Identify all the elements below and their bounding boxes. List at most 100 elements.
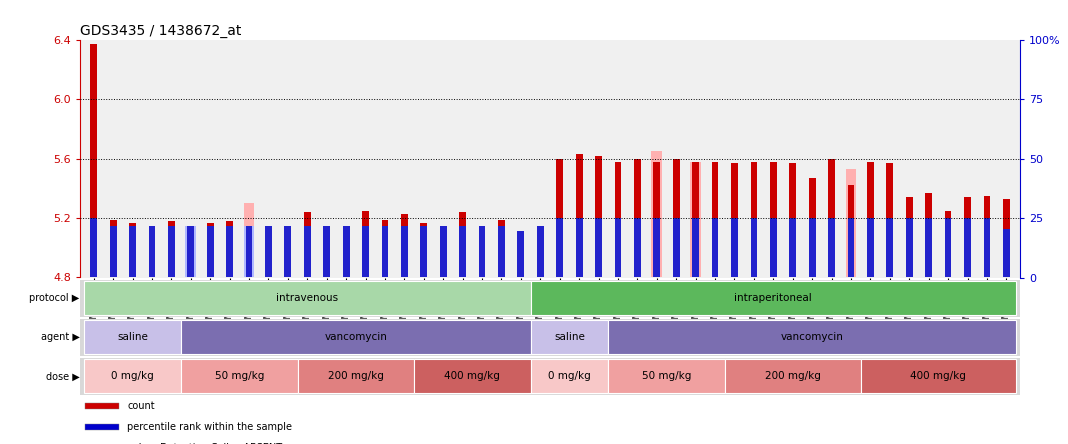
Bar bbox=[84, 359, 182, 393]
Bar bbox=[770, 218, 776, 278]
Bar bbox=[808, 178, 816, 278]
Bar bbox=[207, 222, 214, 278]
Bar bbox=[732, 163, 738, 278]
Bar bbox=[651, 151, 662, 278]
Text: intraperitoneal: intraperitoneal bbox=[735, 293, 812, 303]
Bar bbox=[711, 162, 719, 278]
Bar bbox=[400, 226, 408, 278]
Bar bbox=[609, 359, 725, 393]
Text: vancomycin: vancomycin bbox=[325, 332, 388, 342]
Text: 400 mg/kg: 400 mg/kg bbox=[444, 371, 500, 381]
Bar bbox=[576, 154, 582, 278]
Text: saline: saline bbox=[554, 332, 585, 342]
Bar bbox=[421, 222, 427, 278]
Bar bbox=[148, 226, 155, 278]
Bar bbox=[531, 281, 1016, 315]
Bar bbox=[440, 226, 446, 278]
Text: percentile rank within the sample: percentile rank within the sample bbox=[127, 422, 293, 432]
Bar bbox=[304, 212, 311, 278]
Text: 400 mg/kg: 400 mg/kg bbox=[910, 371, 967, 381]
Bar bbox=[906, 218, 913, 278]
Bar bbox=[440, 226, 446, 278]
Bar bbox=[906, 197, 913, 278]
Bar bbox=[246, 226, 252, 278]
Bar bbox=[867, 218, 874, 278]
Bar bbox=[1003, 199, 1009, 278]
Bar bbox=[673, 218, 679, 278]
Bar bbox=[537, 226, 544, 278]
Bar bbox=[284, 226, 292, 278]
Bar bbox=[964, 197, 971, 278]
Bar bbox=[244, 203, 254, 278]
Bar bbox=[207, 226, 214, 278]
Bar bbox=[886, 163, 893, 278]
Bar bbox=[110, 220, 116, 278]
Bar bbox=[654, 162, 660, 278]
Bar bbox=[168, 221, 175, 278]
Bar bbox=[751, 218, 757, 278]
Bar bbox=[848, 218, 854, 278]
Bar bbox=[614, 218, 622, 278]
Bar bbox=[298, 359, 414, 393]
Bar bbox=[182, 359, 298, 393]
Bar bbox=[518, 273, 524, 278]
Bar bbox=[362, 226, 368, 278]
Bar bbox=[654, 218, 660, 278]
Bar bbox=[576, 218, 582, 278]
Bar bbox=[537, 226, 544, 278]
Bar bbox=[414, 359, 531, 393]
Text: protocol ▶: protocol ▶ bbox=[30, 293, 80, 303]
Text: GDS3435 / 1438672_at: GDS3435 / 1438672_at bbox=[80, 24, 241, 38]
Bar bbox=[673, 159, 679, 278]
Bar bbox=[265, 226, 272, 278]
Bar bbox=[828, 159, 835, 278]
Bar bbox=[226, 221, 233, 278]
Bar bbox=[692, 162, 700, 278]
Bar bbox=[848, 186, 854, 278]
Bar bbox=[148, 226, 155, 278]
Bar bbox=[732, 218, 738, 278]
Text: vancomycin: vancomycin bbox=[781, 332, 844, 342]
Bar bbox=[343, 226, 349, 278]
Bar bbox=[725, 359, 861, 393]
Bar bbox=[925, 218, 932, 278]
Bar bbox=[478, 226, 486, 278]
Bar bbox=[634, 218, 641, 278]
Bar bbox=[84, 320, 182, 354]
Bar bbox=[110, 226, 116, 278]
Bar bbox=[846, 169, 857, 278]
Text: 200 mg/kg: 200 mg/kg bbox=[328, 371, 383, 381]
Bar bbox=[381, 220, 389, 278]
Bar bbox=[789, 218, 796, 278]
Bar bbox=[690, 162, 701, 278]
Bar bbox=[381, 226, 389, 278]
Bar bbox=[421, 226, 427, 278]
Bar bbox=[945, 211, 952, 278]
Bar bbox=[498, 226, 505, 278]
Bar bbox=[614, 162, 622, 278]
Bar bbox=[84, 281, 531, 315]
Bar bbox=[789, 163, 796, 278]
Bar bbox=[244, 226, 254, 278]
Bar bbox=[478, 226, 486, 278]
Bar bbox=[609, 320, 1016, 354]
Bar bbox=[634, 159, 641, 278]
Bar bbox=[595, 156, 602, 278]
Bar bbox=[886, 218, 893, 278]
Bar bbox=[91, 218, 97, 278]
Bar bbox=[556, 218, 563, 278]
Bar bbox=[498, 220, 505, 278]
Bar bbox=[400, 214, 408, 278]
Bar bbox=[187, 226, 194, 278]
Bar bbox=[284, 226, 292, 278]
Text: 0 mg/kg: 0 mg/kg bbox=[548, 371, 591, 381]
Bar bbox=[324, 226, 330, 278]
Bar bbox=[531, 320, 609, 354]
Bar bbox=[246, 226, 252, 278]
Bar bbox=[556, 159, 563, 278]
Bar bbox=[828, 218, 835, 278]
Bar bbox=[129, 222, 136, 278]
Bar bbox=[984, 196, 990, 278]
Bar bbox=[226, 226, 233, 278]
Text: 0 mg/kg: 0 mg/kg bbox=[111, 371, 154, 381]
